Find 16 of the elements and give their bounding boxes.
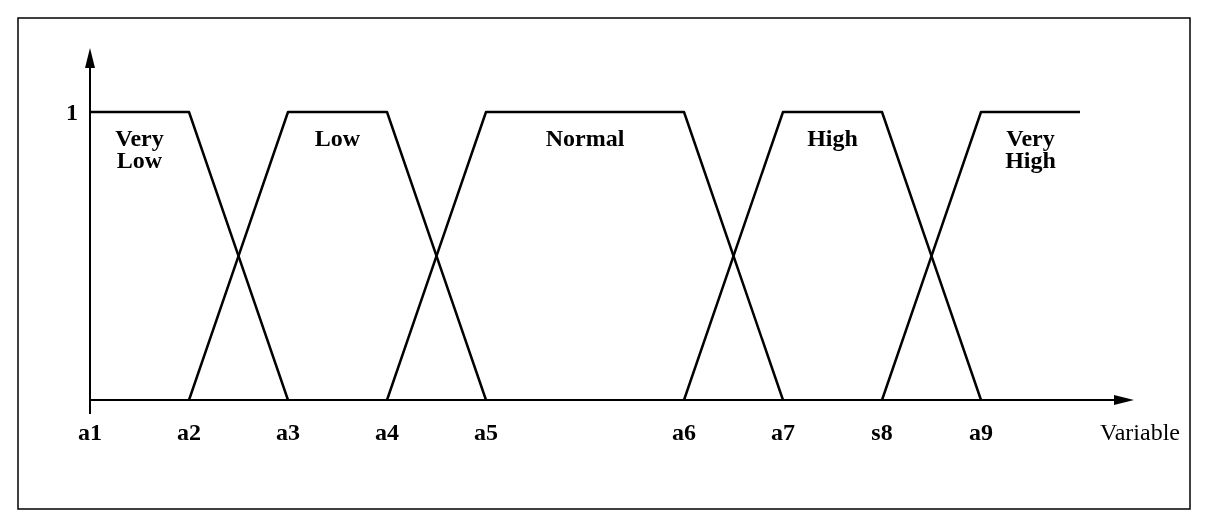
x-tick-label: a7 (771, 419, 795, 445)
series-label: Normal (545, 125, 625, 151)
x-tick-label: a9 (969, 419, 993, 445)
x-tick-label: a4 (375, 419, 399, 445)
series-label: High (807, 125, 858, 151)
x-tick-label: a3 (276, 419, 300, 445)
x-axis-title: Variable (1100, 419, 1180, 445)
series-label: Low (314, 125, 361, 151)
series-label: Very Low (115, 125, 164, 173)
x-tick-label: a2 (177, 419, 201, 445)
x-tick-label: s8 (871, 419, 893, 445)
series-label: Very High (1005, 125, 1056, 173)
x-tick-label: a6 (672, 419, 696, 445)
x-tick-label: a5 (474, 419, 498, 445)
x-tick-label: a1 (78, 419, 102, 445)
annotation: 1 (66, 99, 78, 125)
